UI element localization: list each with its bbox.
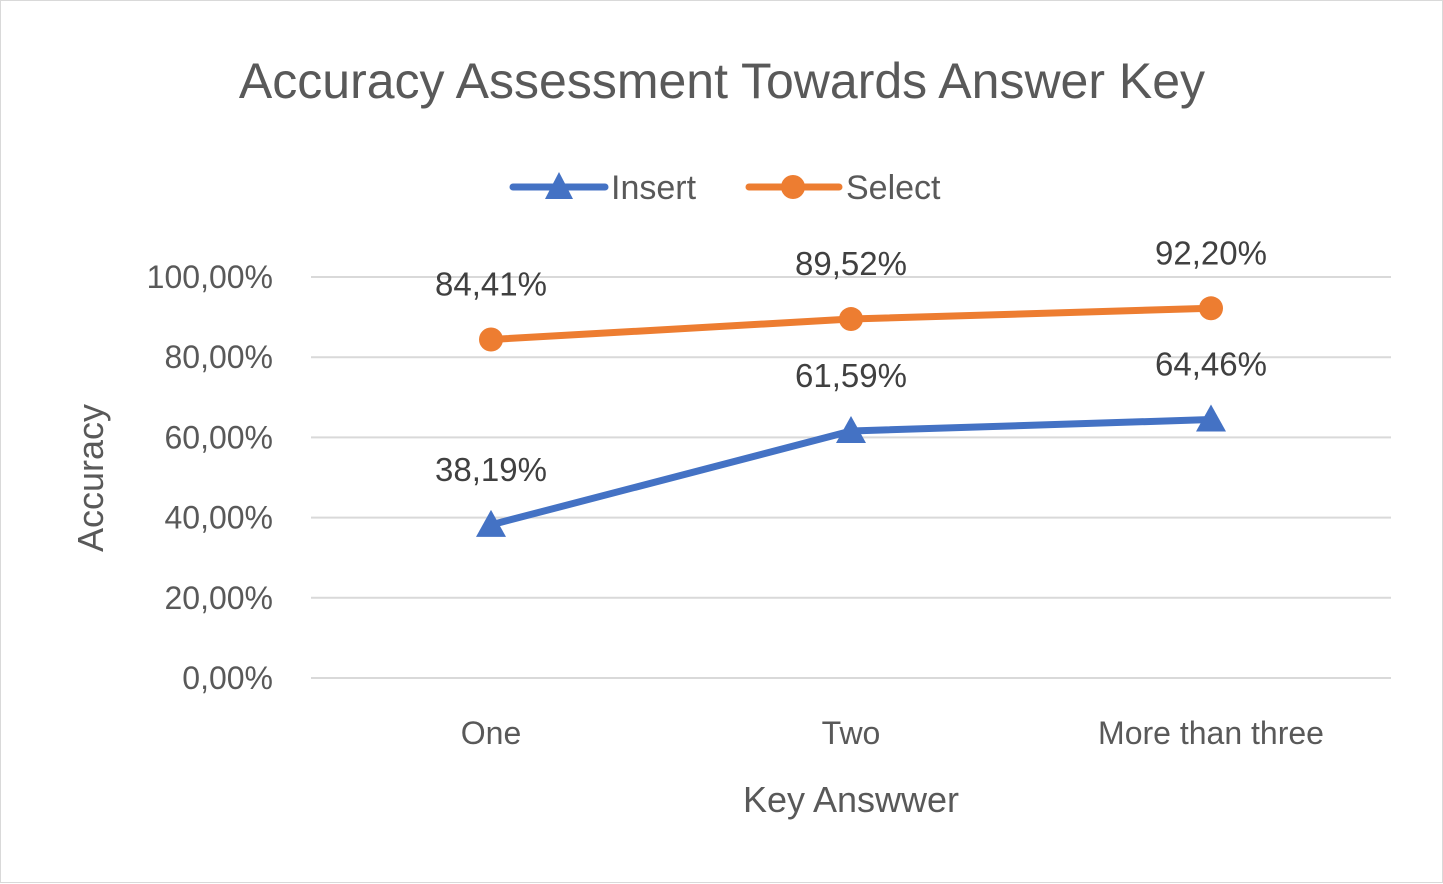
data-point-select [479, 327, 503, 352]
series-layer [476, 296, 1226, 537]
data-point-select [1199, 296, 1223, 321]
data-point-insert [836, 416, 866, 444]
y-tick-label: 100,00% [147, 259, 273, 295]
legend: Insert Select [509, 169, 941, 207]
y-tick-label: 20,00% [164, 580, 273, 616]
legend-marker-triangle-icon [545, 172, 573, 199]
data-label-select: 89,52% [795, 245, 907, 282]
x-tick-label: One [461, 715, 521, 751]
y-tick-label: 40,00% [164, 500, 273, 536]
legend-label-select: Select [846, 169, 941, 207]
data-labels: 38,19% 61,59% 64,46% 84,41% 89,52% 92,20% [435, 234, 1267, 488]
y-axis-title: Accuracy [70, 404, 111, 552]
x-tick-label: Two [822, 715, 881, 751]
data-label-insert: 38,19% [435, 451, 547, 488]
data-label-insert: 64,46% [1155, 346, 1267, 383]
chart-title: Accuracy Assessment Towards Answer Key [239, 53, 1205, 109]
legend-item-insert: Insert [509, 169, 697, 207]
x-axis-ticks: One Two More than three [461, 715, 1324, 751]
data-point-insert [1196, 404, 1226, 432]
data-point-select [839, 307, 863, 332]
y-axis-ticks: 0,00% 20,00% 40,00% 60,00% 80,00% 100,00% [147, 259, 273, 696]
x-axis-title: Key Answwer [743, 779, 959, 820]
x-tick-label: More than three [1098, 715, 1324, 751]
data-label-select: 84,41% [435, 266, 547, 303]
y-tick-label: 80,00% [164, 339, 273, 375]
data-label-select: 92,20% [1155, 234, 1267, 271]
data-point-insert [476, 509, 506, 537]
y-tick-label: 60,00% [164, 419, 273, 455]
legend-marker-circle-icon [781, 175, 805, 199]
data-label-insert: 61,59% [795, 357, 907, 394]
legend-label-insert: Insert [611, 169, 697, 207]
legend-item-select: Select [745, 169, 941, 207]
y-tick-label: 0,00% [182, 660, 273, 696]
